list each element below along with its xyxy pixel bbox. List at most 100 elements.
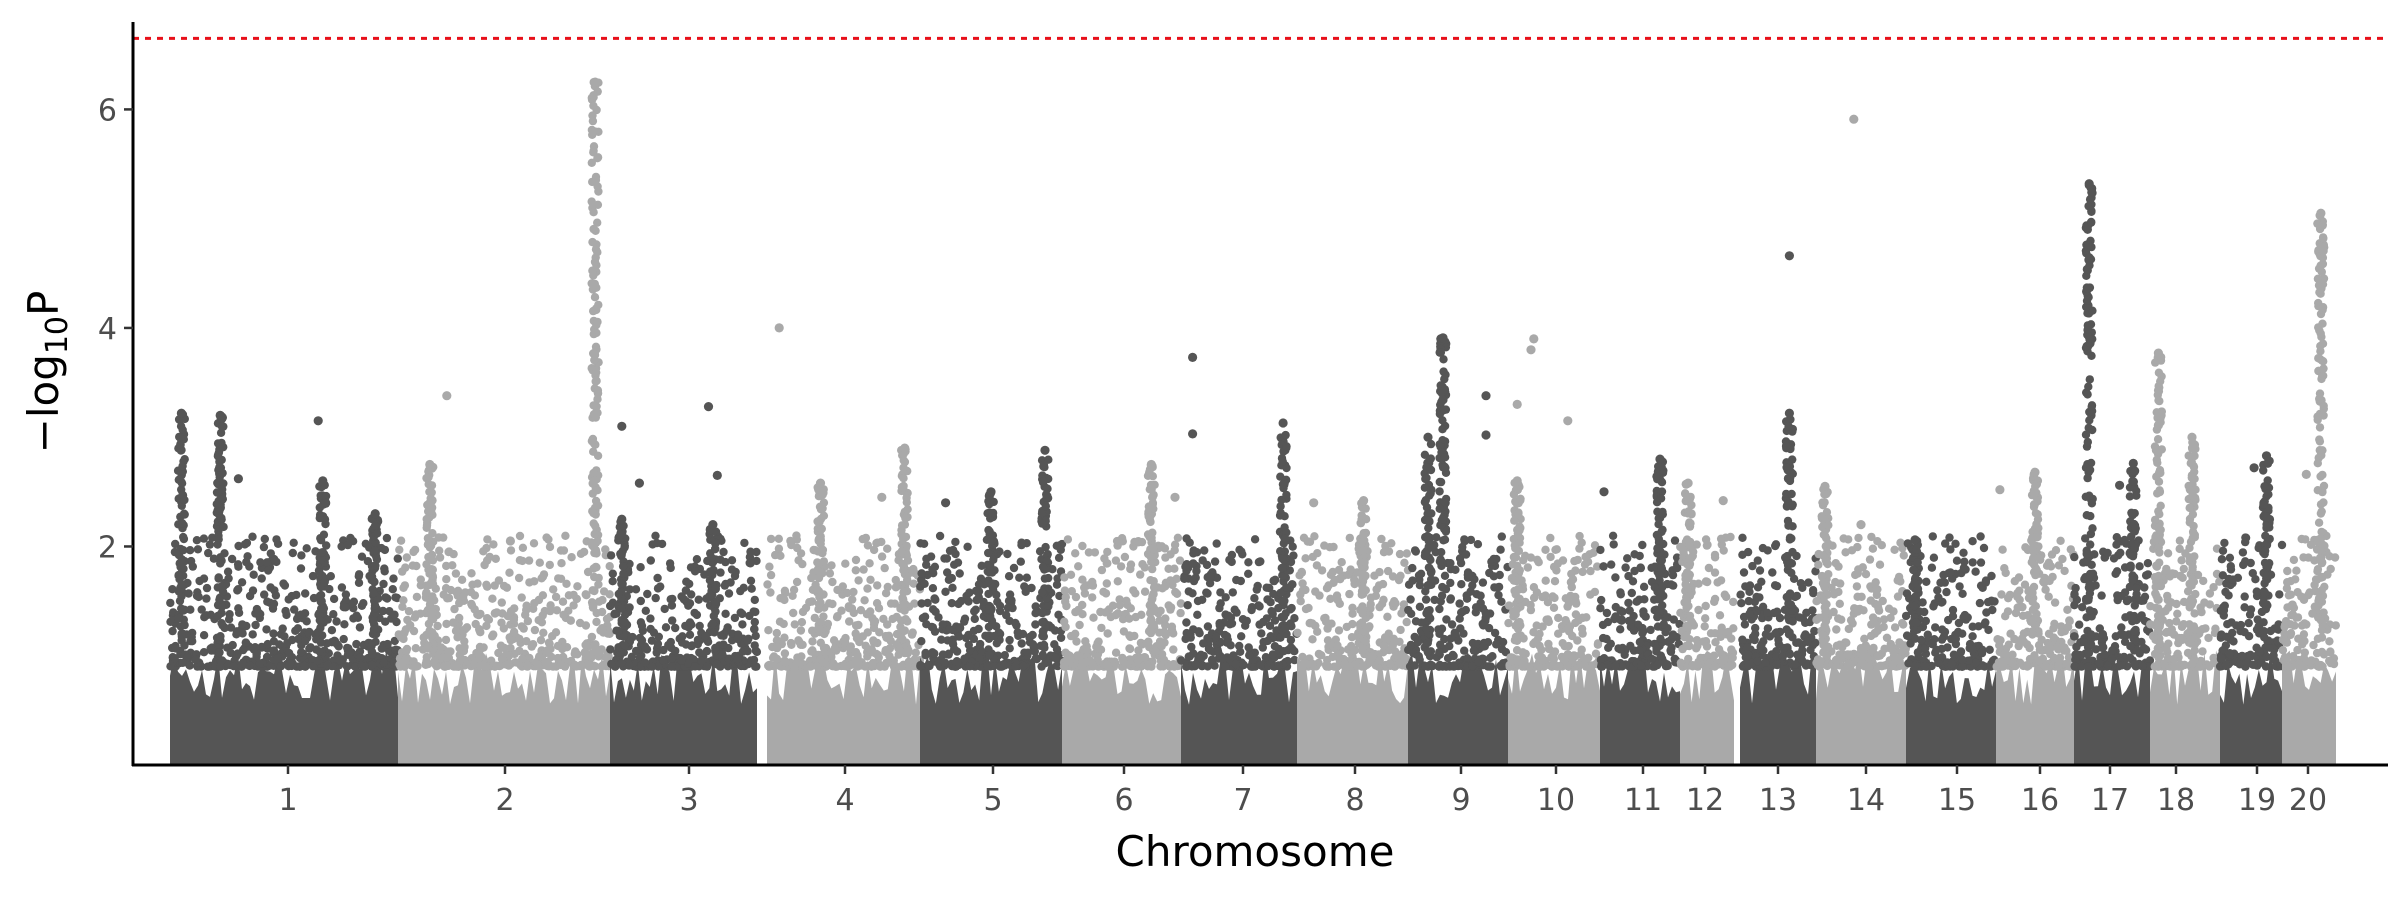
snp-point (1296, 597, 1305, 606)
peak-point (897, 521, 907, 530)
snp-point (302, 544, 311, 553)
snp-point (1358, 661, 1368, 670)
snp-point (1172, 574, 1181, 583)
peak-point (589, 91, 598, 100)
snp-point (963, 542, 972, 551)
snp-point (1713, 578, 1722, 587)
snp-point (1623, 554, 1632, 563)
snp-point (825, 569, 835, 578)
snp-point (1321, 617, 1331, 626)
snp-point (721, 557, 730, 567)
snp-point (1538, 656, 1547, 665)
snp-point (1538, 622, 1547, 631)
snp-point (1160, 627, 1169, 636)
snp-point (1317, 566, 1327, 575)
snp-point (763, 580, 772, 589)
snp-point (248, 532, 257, 541)
chromosome-2-baseline-band (398, 653, 610, 765)
snp-point (1701, 577, 1711, 586)
snp-point (530, 625, 540, 635)
snp-point (509, 627, 519, 637)
snp-point (641, 644, 650, 653)
snp-point (911, 648, 920, 657)
snp-point (922, 554, 931, 563)
snp-point (724, 589, 734, 598)
snp-point (462, 623, 472, 632)
snp-point (259, 542, 269, 552)
snp-point (607, 659, 616, 669)
snp-point (1216, 622, 1225, 631)
peak-point (174, 614, 183, 623)
snp-point (790, 620, 799, 629)
snp-point (916, 662, 925, 671)
snp-point (368, 660, 377, 670)
snp-point (379, 579, 388, 589)
peak-point (587, 158, 596, 167)
peak-point (1427, 485, 1436, 495)
snp-point (781, 658, 790, 667)
peak-point (588, 130, 597, 139)
peak-point (593, 486, 602, 495)
snp-point (266, 549, 275, 558)
peak-point (215, 463, 224, 472)
snp-point (1102, 579, 1112, 588)
peak-point (588, 111, 597, 120)
snp-point (961, 633, 971, 643)
snp-point (1771, 541, 1780, 551)
peak-point (175, 433, 185, 442)
snp-point (442, 619, 451, 629)
peak-point (593, 218, 602, 227)
snp-point (1375, 567, 1384, 577)
snp-point (1216, 588, 1225, 597)
snp-point (1096, 607, 1105, 617)
snp-point (470, 591, 480, 600)
snp-point (283, 639, 292, 648)
snp-point (1694, 605, 1703, 615)
snp-point (1347, 641, 1356, 651)
snp-point (747, 584, 756, 593)
snp-point (716, 568, 725, 577)
snp-point (1628, 577, 1638, 586)
peak-point (710, 628, 719, 637)
snp-point (668, 616, 677, 625)
snp-point (1546, 552, 1555, 562)
peak-top-point (708, 520, 718, 530)
snp-point (1393, 651, 1402, 660)
peak-point (1282, 490, 1291, 500)
peak-point (1038, 650, 1048, 659)
snp-point (766, 570, 776, 580)
snp-point (202, 611, 211, 620)
snp-point (659, 655, 668, 665)
snp-point (1415, 602, 1425, 611)
snp-point (935, 531, 945, 541)
snp-point (571, 661, 580, 671)
snp-point (1290, 647, 1299, 656)
snp-point (1272, 626, 1281, 635)
snp-point (1635, 645, 1644, 655)
peak-point (1683, 623, 1693, 633)
peak-point (1279, 597, 1289, 607)
peak-point (816, 539, 825, 549)
peak-point (592, 608, 601, 618)
snp-point (1009, 563, 1019, 573)
snp-point (367, 641, 376, 650)
snp-point (1097, 623, 1106, 633)
snp-point (1567, 582, 1577, 592)
peak-point (1423, 647, 1432, 656)
snp-point (296, 564, 306, 573)
peak-point (816, 598, 825, 607)
snp-point (422, 656, 431, 666)
peak-point (590, 355, 599, 365)
snp-point (1630, 566, 1639, 576)
snp-point (1298, 579, 1307, 588)
snp-point (171, 644, 180, 653)
peak-top-point (176, 408, 186, 418)
snp-point (1326, 594, 1335, 603)
snp-point (1097, 565, 1107, 575)
snp-point (1140, 653, 1149, 662)
outlier-point (313, 416, 323, 426)
snp-point (868, 614, 877, 623)
peak-point (1511, 544, 1520, 553)
data-points (166, 77, 2340, 765)
snp-point (1235, 641, 1244, 651)
